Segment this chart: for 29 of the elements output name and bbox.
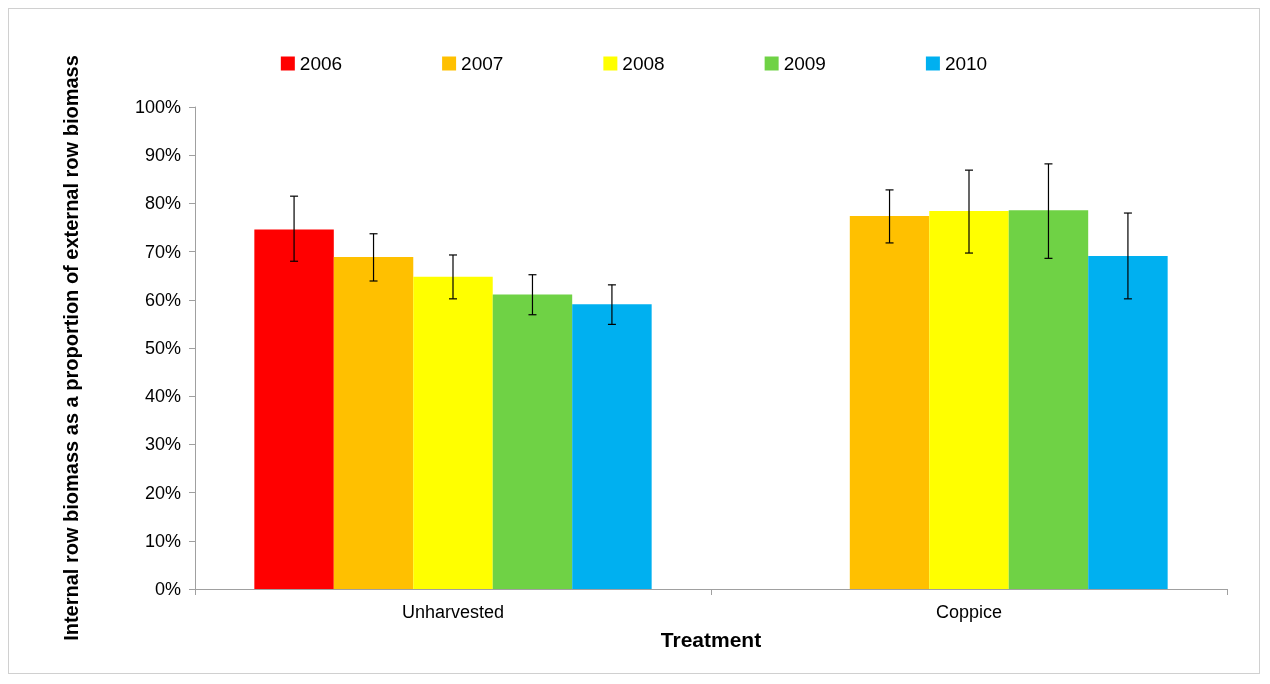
bar (492, 294, 573, 589)
bar (572, 304, 652, 589)
bar (1088, 255, 1168, 589)
bar (1008, 210, 1089, 589)
y-tick-label: 30% (144, 434, 181, 455)
y-tick-label: 20% (144, 482, 181, 503)
bar (413, 276, 493, 589)
bar (849, 215, 930, 589)
x-axis-title: Treatment (660, 628, 762, 651)
legend-label: 2006 (299, 53, 343, 74)
y-tick-label: 100% (134, 97, 181, 117)
y-tick-label: 70% (144, 241, 181, 262)
y-axis-title: Internal row biomass as a proportion of external row biomass (60, 55, 82, 641)
y-tick-label: 50% (144, 338, 181, 358)
y-tick-label: 80% (144, 193, 181, 214)
y-tick-label: 40% (144, 386, 181, 407)
y-tick-label: 90% (144, 145, 181, 166)
y-tick-label: 0% (154, 579, 181, 599)
bar (333, 256, 414, 589)
legend-label: 2010 (944, 53, 988, 74)
bar (929, 211, 1009, 589)
y-tick-label: 10% (144, 530, 181, 551)
x-tick-label: Unharvested (401, 602, 505, 622)
legend-label: 2008 (622, 53, 665, 74)
legend-label: 2009 (783, 53, 826, 74)
y-tick-label: 60% (144, 289, 181, 310)
bar (254, 229, 334, 589)
x-tick-label: Coppice (935, 602, 1003, 622)
legend-label: 2007 (461, 53, 504, 74)
